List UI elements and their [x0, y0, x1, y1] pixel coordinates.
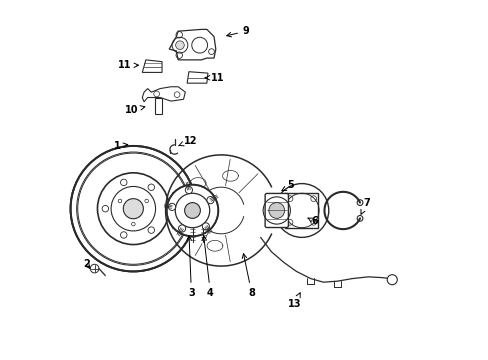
Circle shape [386, 275, 396, 285]
Circle shape [206, 197, 214, 204]
Text: 6: 6 [307, 216, 317, 226]
Polygon shape [142, 60, 162, 72]
Text: 3: 3 [186, 236, 194, 298]
Circle shape [268, 203, 284, 219]
Circle shape [123, 199, 143, 219]
Polygon shape [285, 193, 318, 228]
Circle shape [70, 146, 196, 271]
Circle shape [202, 223, 209, 230]
Text: 13: 13 [287, 293, 301, 309]
Text: 5: 5 [281, 180, 294, 191]
Circle shape [184, 203, 200, 219]
Text: 11: 11 [204, 73, 224, 83]
Polygon shape [142, 87, 185, 102]
Circle shape [175, 41, 184, 49]
Circle shape [168, 203, 175, 211]
FancyBboxPatch shape [264, 193, 288, 228]
Circle shape [178, 225, 185, 232]
Polygon shape [187, 72, 207, 83]
Text: 10: 10 [124, 105, 144, 115]
Text: 4: 4 [202, 236, 213, 298]
Circle shape [185, 186, 192, 194]
Text: 2: 2 [83, 259, 90, 269]
Text: 8: 8 [242, 254, 255, 298]
Text: 12: 12 [178, 136, 197, 146]
Text: 11: 11 [118, 60, 138, 70]
Polygon shape [169, 30, 215, 60]
Polygon shape [155, 98, 162, 114]
Text: 1: 1 [114, 141, 127, 151]
Text: 9: 9 [226, 26, 249, 37]
Text: 7: 7 [360, 198, 369, 214]
Circle shape [166, 185, 218, 236]
